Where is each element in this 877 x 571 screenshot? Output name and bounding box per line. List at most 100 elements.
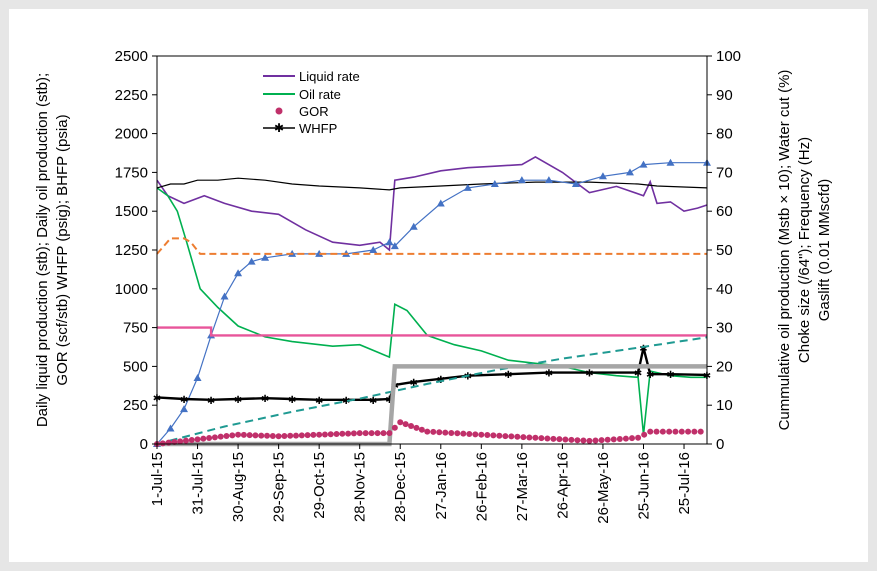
right-tick-label: 0 bbox=[716, 436, 724, 453]
gor-point bbox=[635, 434, 642, 441]
x-tick-label: 26-Apr-16 bbox=[554, 452, 571, 519]
gor-point bbox=[368, 430, 375, 437]
gor-point bbox=[287, 432, 294, 439]
gor-point bbox=[327, 431, 334, 438]
gor-point bbox=[258, 432, 265, 439]
gor-point bbox=[275, 433, 282, 440]
right-axis: 0 10 20 30 40 50 60 70 80 90 100 bbox=[707, 48, 741, 453]
whfp-point: ✱ bbox=[342, 396, 350, 407]
gaslift-point bbox=[598, 172, 607, 180]
whfp-point: ✱ bbox=[646, 370, 654, 381]
gor-point bbox=[380, 430, 387, 437]
gor-point bbox=[402, 421, 409, 428]
legend-gor-label: GOR bbox=[299, 104, 329, 119]
series-line bbox=[157, 326, 707, 337]
gor-point bbox=[550, 435, 557, 442]
gor-point bbox=[478, 431, 485, 438]
whfp-point: ✱ bbox=[410, 378, 418, 389]
x-tick-label: 26-Feb-16 bbox=[473, 452, 490, 521]
gor-point bbox=[691, 428, 698, 435]
right-tick-label: 90 bbox=[716, 87, 733, 104]
x-tick-label: 28-Dec-15 bbox=[392, 452, 409, 522]
gor-point bbox=[229, 432, 236, 439]
gor-point bbox=[641, 431, 648, 438]
x-tick-label: 26-May-16 bbox=[595, 452, 612, 524]
x-axis: 1-Jul-15 31-Jul-15 30-Aug-15 29-Sep-15 29-Oc… bbox=[149, 444, 693, 524]
left-axis-title-line1: Daily liquid production (stb); Daily oil… bbox=[34, 73, 51, 427]
gor-point bbox=[448, 429, 455, 436]
gor-point bbox=[604, 436, 611, 443]
legend-gor-swatch bbox=[275, 107, 283, 115]
gor-point bbox=[418, 426, 425, 433]
right-tick-label: 20 bbox=[716, 358, 733, 375]
series-whfp: ✱ ✱ ✱ ✱ ✱ ✱ ✱ ✱ ✱ ✱✱ ✱ ✱ ✱ ✱ ✱ ✱ ✱✱✱ ✱ ✱ bbox=[153, 344, 711, 407]
series-oil-rate bbox=[156, 187, 707, 435]
gor-point bbox=[292, 432, 299, 439]
x-tick-label: 27-Jan-16 bbox=[433, 452, 450, 520]
plot-lines: ✱ ✱ ✱ ✱ ✱ ✱ ✱ ✱ ✱ ✱✱ ✱ ✱ ✱ ✱ ✱ ✱ ✱✱✱ ✱ ✱ bbox=[153, 155, 711, 447]
series-cumulative-oil-production bbox=[156, 336, 708, 445]
whfp-point: ✱ bbox=[369, 396, 377, 407]
gor-point bbox=[408, 422, 415, 429]
gor-point bbox=[350, 430, 357, 437]
right-axis-title-line3: Gaslift (0.01 MMscfd) bbox=[816, 179, 833, 322]
gor-point bbox=[386, 430, 393, 437]
right-tick-label: 50 bbox=[716, 242, 733, 259]
gor-point bbox=[647, 428, 654, 435]
whfp-point: ✱ bbox=[234, 395, 242, 406]
x-tick-label: 28-Nov-15 bbox=[352, 452, 369, 522]
gaslift-point bbox=[517, 176, 526, 184]
whfp-point: ✱ bbox=[464, 372, 472, 383]
gaslift-point bbox=[234, 269, 243, 277]
gor-point bbox=[568, 436, 575, 443]
gor-point bbox=[653, 428, 660, 435]
legend: Liquid rate Oil rate GOR ✱ WHFP bbox=[255, 64, 385, 144]
gor-point bbox=[252, 432, 259, 439]
gor-point bbox=[362, 430, 369, 437]
gor-point bbox=[538, 435, 545, 442]
right-tick-label: 10 bbox=[716, 397, 733, 414]
gaslift-point bbox=[369, 246, 378, 253]
whfp-point: ✱ bbox=[545, 369, 553, 380]
left-tick-label: 2250 bbox=[115, 87, 148, 104]
gor-point bbox=[532, 434, 539, 441]
legend-box bbox=[255, 64, 385, 144]
series-line bbox=[156, 237, 707, 255]
series-line bbox=[156, 155, 708, 252]
gor-point bbox=[685, 428, 692, 435]
right-tick-label: 100 bbox=[716, 48, 741, 65]
whfp-point: ✱ bbox=[504, 370, 512, 381]
gor-point bbox=[610, 436, 617, 443]
gor-point bbox=[460, 430, 467, 437]
gor-point bbox=[442, 429, 449, 436]
gor-point bbox=[211, 434, 218, 441]
legend-whfp-star: ✱ bbox=[274, 121, 284, 135]
right-tick-label: 70 bbox=[716, 164, 733, 181]
gor-point bbox=[514, 433, 521, 440]
legend-liquid-label: Liquid rate bbox=[299, 69, 360, 84]
gor-point bbox=[310, 431, 317, 438]
whfp-point: ✱ bbox=[315, 396, 323, 407]
gor-point bbox=[235, 431, 242, 438]
series-line bbox=[156, 177, 708, 191]
right-tick-label: 60 bbox=[716, 203, 733, 220]
gor-point bbox=[666, 428, 673, 435]
gor-point bbox=[659, 428, 666, 435]
series-line bbox=[156, 347, 708, 402]
gor-point bbox=[454, 430, 461, 437]
gaslift-point bbox=[193, 374, 202, 382]
whfp-point: ✱ bbox=[639, 344, 647, 355]
gor-point bbox=[339, 430, 346, 437]
right-tick-label: 80 bbox=[716, 126, 733, 143]
whfp-point: ✱ bbox=[207, 396, 215, 407]
gor-point bbox=[484, 432, 491, 439]
right-tick-label: 40 bbox=[716, 281, 733, 298]
gor-point bbox=[345, 430, 352, 437]
series-choke-size bbox=[156, 237, 707, 255]
plot-area-border bbox=[156, 55, 708, 445]
gor-point bbox=[586, 437, 593, 444]
whfp-point: ✱ bbox=[180, 395, 188, 406]
gor-point bbox=[269, 433, 276, 440]
gor-point bbox=[508, 433, 515, 440]
gor-point bbox=[466, 430, 473, 437]
